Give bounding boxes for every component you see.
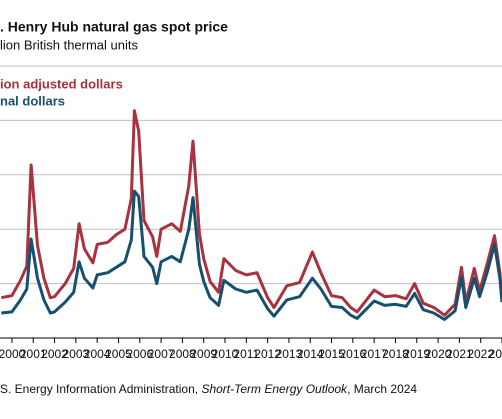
x-tick-label: 2005 (105, 347, 132, 361)
source-text: S. Energy Information Administration, (0, 382, 201, 396)
x-tick-label: 2015 (318, 347, 345, 361)
source-text: Short-Term Energy Outlook (201, 382, 348, 396)
x-tick-label: 2020 (425, 347, 452, 361)
x-tick-label: 2017 (361, 347, 388, 361)
x-tick-label: 2010 (212, 347, 239, 361)
x-tick-label: 2022 (467, 347, 494, 361)
x-tick-label: 2023 (489, 347, 502, 361)
data-line (1, 109, 502, 317)
x-tick-label: 2013 (276, 347, 303, 361)
x-tick-label: 2009 (190, 347, 217, 361)
x-tick-label: 2003 (63, 347, 90, 361)
x-tick-label: 2008 (169, 347, 196, 361)
chart-subtitle: lion British thermal units (0, 37, 138, 52)
x-tick-label: 2001 (20, 347, 47, 361)
data-line (1, 189, 502, 321)
x-tick-label: 2012 (254, 347, 281, 361)
chart-title: . Henry Hub natural gas spot price (0, 19, 228, 35)
x-tick-label: 2021 (446, 347, 473, 361)
x-tick-label: 2014 (297, 347, 324, 361)
source: S. Energy Information Administration, Sh… (0, 382, 417, 396)
x-tick-label: 2018 (382, 347, 409, 361)
x-tick-label: 2002 (41, 347, 68, 361)
x-tick-label: 2006 (126, 347, 153, 361)
x-tick-label: 2007 (148, 347, 175, 361)
x-tick-label: 2004 (84, 347, 111, 361)
x-tick-label: 2016 (339, 347, 366, 361)
legend-label: nal dollars (0, 93, 65, 108)
legend-label: ion adjusted dollars (0, 76, 123, 91)
x-tick-label: 2019 (403, 347, 430, 361)
source-text: , March 2024 (347, 382, 417, 396)
x-tick-label: 2000 (0, 347, 26, 361)
x-tick-label: 2011 (233, 347, 259, 361)
